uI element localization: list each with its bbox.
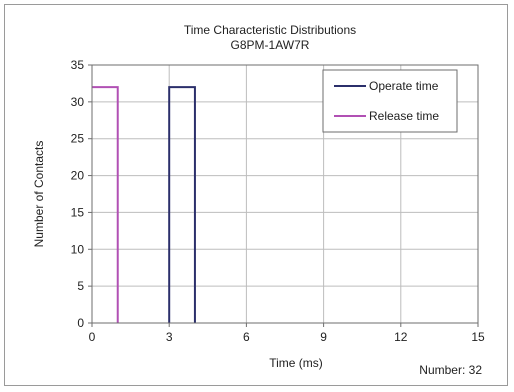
x-tick-labels: 0 3 6 9 12 15 <box>89 323 485 344</box>
x-tick-label: 6 <box>243 330 250 344</box>
legend-label-release: Release time <box>369 109 439 123</box>
y-tick-labels: 0 5 10 15 20 25 30 35 <box>71 58 92 330</box>
y-tick-label: 15 <box>71 205 85 219</box>
plot-area-border <box>91 64 479 324</box>
x-tick-label: 15 <box>471 330 485 344</box>
chart-title: Time Characteristic Distributions <box>184 23 356 37</box>
x-tick-label: 3 <box>166 330 173 344</box>
y-tick-label: 25 <box>71 132 85 146</box>
chart-subtitle: G8PM-1AW7R <box>231 38 310 52</box>
y-tick-label: 10 <box>71 242 85 256</box>
x-tick-label: 12 <box>394 330 408 344</box>
x-tick-label: 0 <box>89 330 96 344</box>
bars-layer <box>92 86 196 323</box>
x-axis-label: Time (ms) <box>269 356 323 370</box>
number-annotation: Number: 32 <box>419 363 482 377</box>
y-axis-label: Number of Contacts <box>32 141 46 248</box>
legend: Operate time Release time <box>322 69 458 133</box>
histogram-bar-release <box>92 86 119 323</box>
y-tick-label: 0 <box>77 316 84 330</box>
histogram-bar-operate <box>168 86 196 323</box>
chart-frame <box>4 4 508 386</box>
y-tick-label: 5 <box>77 279 84 293</box>
y-tick-label: 30 <box>71 95 85 109</box>
y-tick-label: 35 <box>71 58 85 72</box>
y-tick-label: 20 <box>71 169 85 183</box>
x-tick-label: 9 <box>320 330 327 344</box>
legend-box <box>322 69 458 133</box>
legend-label-operate: Operate time <box>369 79 439 93</box>
